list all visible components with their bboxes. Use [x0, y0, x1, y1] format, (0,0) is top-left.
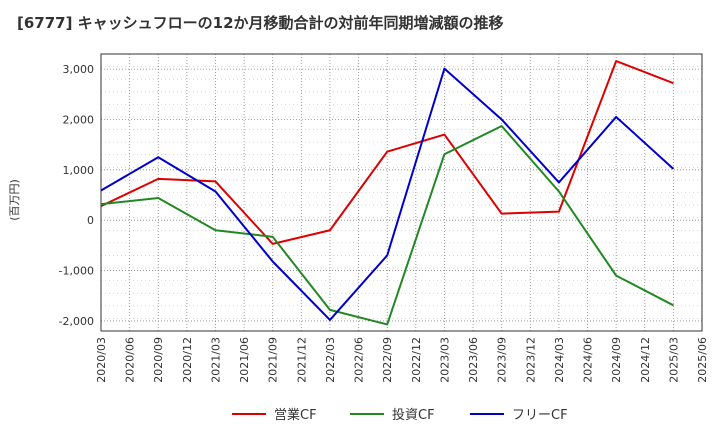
x-tick-label: 2020/06: [124, 337, 137, 383]
y-tick-label: -2,000: [59, 315, 94, 328]
x-tick-label: 2021/09: [267, 337, 280, 383]
x-tick-label: 2022/06: [353, 337, 366, 383]
x-tick-label: 2020/12: [181, 337, 194, 383]
x-tick-label: 2023/03: [438, 337, 451, 383]
x-tick-label: 2024/09: [610, 337, 623, 383]
x-tick-label: 2021/06: [238, 337, 251, 383]
y-tick-label: 2,000: [63, 113, 95, 126]
x-tick-label: 2021/12: [295, 337, 308, 383]
series-line: [100, 67, 675, 321]
x-tick-label: 2025/06: [696, 337, 709, 383]
x-tick-label: 2021/03: [209, 337, 222, 383]
x-tick-label: 2024/06: [582, 337, 595, 383]
series-line: [100, 125, 674, 326]
x-tick-label: 2022/09: [381, 337, 394, 383]
x-tick-label: 2025/03: [667, 337, 680, 383]
x-tick-label: 2023/12: [524, 337, 537, 383]
x-tick-label: 2023/09: [496, 337, 509, 383]
legend-label: フリーCF: [512, 408, 568, 423]
legend-label: 営業CF: [274, 407, 317, 423]
x-tick-label: 2024/03: [553, 337, 566, 383]
y-tick-label: 0: [87, 214, 94, 227]
y-axis-label: (百万円): [8, 179, 21, 221]
legend: 営業CF 投資CF フリーCF: [232, 407, 568, 423]
x-tick-label: 2024/12: [639, 337, 652, 383]
x-tick-label: 2023/06: [467, 337, 480, 383]
series-layer: [100, 60, 675, 326]
x-tick-label: 2020/09: [152, 337, 165, 383]
grid-layer: [101, 53, 702, 332]
y-axis: -2,000 -1,000 0 1,000 2,000 3,000: [59, 63, 94, 328]
x-axis: 2020/03 2020/06 2020/09 2020/12 2021/03 2021/…: [95, 337, 709, 383]
x-tick-label: 2022/12: [410, 337, 423, 383]
chart-title: [6777] キャッシュフローの12か月移動合計の対前年同期増減額の推移: [17, 14, 504, 32]
x-tick-label: 2022/03: [324, 337, 337, 383]
legend-label: 投資CF: [392, 407, 435, 423]
y-tick-label: -1,000: [59, 265, 94, 278]
y-tick-label: 1,000: [63, 164, 95, 177]
plot-frame: [100, 53, 703, 332]
x-tick-label: 2020/03: [95, 337, 108, 383]
y-tick-label: 3,000: [63, 63, 95, 76]
